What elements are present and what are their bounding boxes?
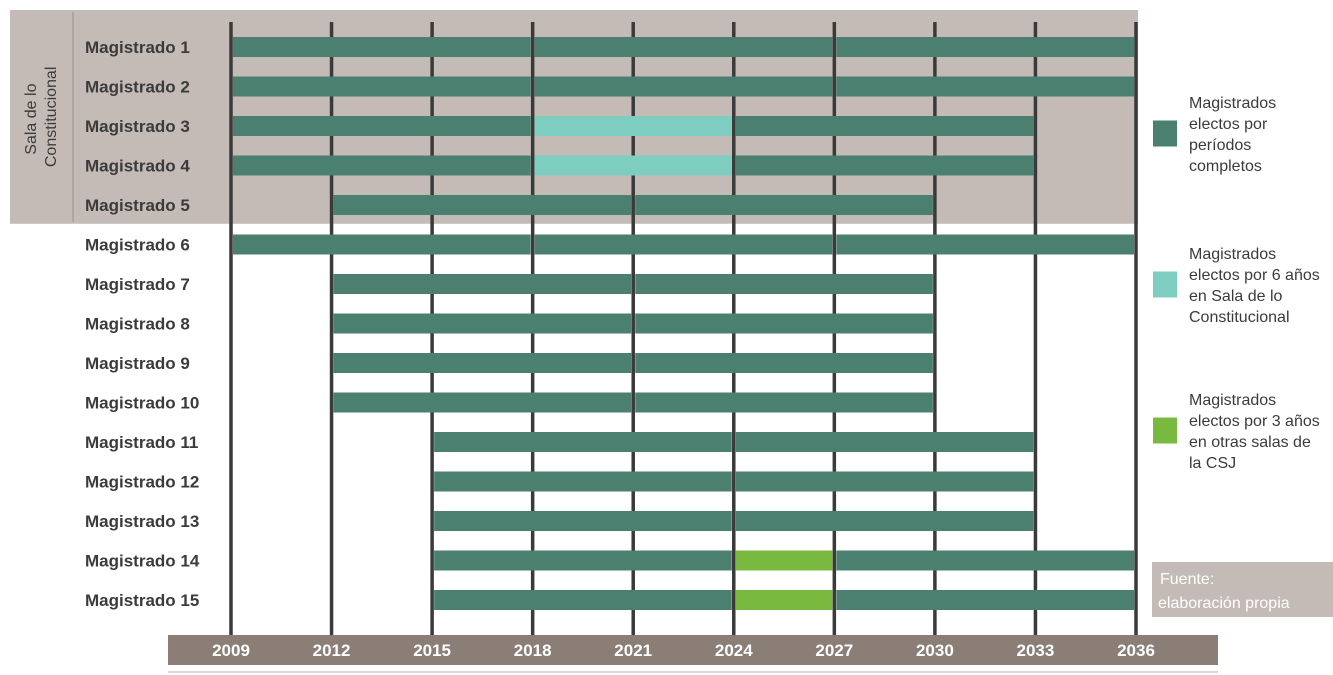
term-bar-10-1: [333, 392, 632, 413]
term-bar-8-2: [635, 313, 933, 334]
year-tick-2036: 2036: [1117, 641, 1155, 660]
legend-text-full-4: completos: [1189, 158, 1262, 175]
year-tick-2009: 2009: [212, 641, 250, 660]
magistrado-label-1: Magistrado 1: [85, 38, 190, 57]
legend-text-full-2: electos por: [1189, 116, 1268, 133]
magistrado-labels: Magistrado 1 Magistrado 2 Magistrado 3 Magi…: [85, 38, 200, 610]
year-tick-2030: 2030: [916, 641, 954, 660]
year-tick-labels: 2009 2012 2015 2018 2021 2024 2027 2030 2033 2036: [212, 641, 1155, 660]
term-bar-14-1: [434, 550, 732, 571]
legend-text-three-2: electos por 3 años: [1189, 413, 1320, 430]
legend-text-six-3: en Sala de lo: [1189, 288, 1283, 305]
year-tick-2021: 2021: [614, 641, 652, 660]
legend-text-full-3: períodos: [1189, 137, 1251, 154]
magistrado-label-9: Magistrado 9: [85, 354, 190, 373]
term-bar-14-2: [735, 550, 833, 571]
legend-text-six-1: Magistrados: [1189, 246, 1276, 263]
term-bar-13-2: [735, 511, 1034, 531]
term-bar-1-3: [836, 37, 1134, 57]
term-bar-6-3: [836, 234, 1134, 255]
source-note: Fuente: elaboración propia: [1152, 562, 1333, 617]
sala-label-line-2: Constitucional: [43, 67, 60, 168]
legend-text-full-1: Magistrados: [1189, 95, 1276, 112]
term-bar-15-3: [836, 590, 1134, 610]
term-bar-13-1: [434, 511, 732, 531]
sala-constitucional-label: Sala de lo Constitucional: [23, 67, 60, 168]
magistrado-label-15: Magistrado 15: [85, 591, 199, 610]
year-tick-2024: 2024: [715, 641, 753, 660]
magistrado-label-14: Magistrado 14: [85, 552, 200, 571]
term-bar-5-2: [635, 195, 933, 215]
source-note-line-2: elaboración propia: [1158, 595, 1290, 612]
year-axis-band: [168, 635, 1218, 665]
magistrado-label-11: Magistrado 11: [85, 433, 198, 452]
term-bar-15-2: [735, 590, 833, 610]
legend-text-three-1: Magistrados: [1189, 392, 1276, 409]
term-bar-8-1: [333, 313, 632, 334]
magistrado-label-6: Magistrado 6: [85, 236, 190, 255]
term-bar-10-2: [635, 392, 933, 413]
term-bar-11-2: [735, 432, 1034, 452]
legend-text-three-3: en otras salas de: [1189, 434, 1311, 451]
term-bar-7-1: [333, 274, 632, 294]
legend-swatch-full: [1153, 120, 1177, 147]
legend-text-six-2: electos por 6 años: [1189, 267, 1320, 284]
term-bar-3-1: [233, 116, 531, 136]
term-bar-6-2: [534, 234, 833, 255]
term-bar-6-1: [233, 234, 531, 255]
term-bar-4-2: [534, 155, 732, 176]
magistrado-label-4: Magistrado 4: [85, 157, 190, 176]
magistrado-label-2: Magistrado 2: [85, 78, 190, 97]
legend: Magistrados electos por períodos completos M…: [1153, 95, 1320, 472]
legend-text-six-4: Constitucional: [1189, 309, 1290, 326]
magistrado-label-12: Magistrado 12: [85, 473, 199, 492]
legend-swatch-six: [1153, 271, 1177, 298]
year-tick-2012: 2012: [313, 641, 351, 660]
term-bar-1-1: [233, 37, 531, 57]
term-bar-11-1: [434, 432, 732, 452]
magistrado-label-13: Magistrado 13: [85, 512, 199, 531]
source-note-box: [1152, 562, 1333, 617]
magistrado-label-5: Magistrado 5: [85, 196, 190, 215]
term-bar-4-3: [735, 155, 1034, 176]
magistrado-label-10: Magistrado 10: [85, 394, 199, 413]
term-bar-12-2: [735, 471, 1034, 492]
term-bar-4-1: [233, 155, 531, 176]
term-bars: [233, 37, 1134, 610]
magistrado-label-3: Magistrado 3: [85, 117, 190, 136]
legend-swatch-three: [1153, 417, 1177, 444]
year-tick-2018: 2018: [514, 641, 552, 660]
legend-text-three-4: la CSJ: [1189, 455, 1236, 472]
term-bar-7-2: [635, 274, 933, 294]
year-tick-2033: 2033: [1017, 641, 1055, 660]
term-bar-2-3: [836, 76, 1134, 97]
term-bar-3-2: [534, 116, 732, 136]
term-bar-2-1: [233, 76, 531, 97]
year-tick-2015: 2015: [413, 641, 451, 660]
term-bar-5-1: [333, 195, 632, 215]
term-bar-14-3: [836, 550, 1134, 571]
sala-label-line-1: Sala de lo: [23, 83, 40, 154]
term-bar-9-2: [635, 353, 933, 373]
source-note-line-1: Fuente:: [1160, 571, 1214, 588]
term-bar-3-3: [735, 116, 1034, 136]
term-bar-15-1: [434, 590, 732, 610]
magistrado-label-7: Magistrado 7: [85, 275, 190, 294]
term-bar-2-2: [534, 76, 833, 97]
term-bar-1-2: [534, 37, 833, 57]
term-bar-12-1: [434, 471, 732, 492]
magistrado-label-8: Magistrado 8: [85, 315, 190, 334]
term-bar-9-1: [333, 353, 632, 373]
year-tick-2027: 2027: [815, 641, 853, 660]
